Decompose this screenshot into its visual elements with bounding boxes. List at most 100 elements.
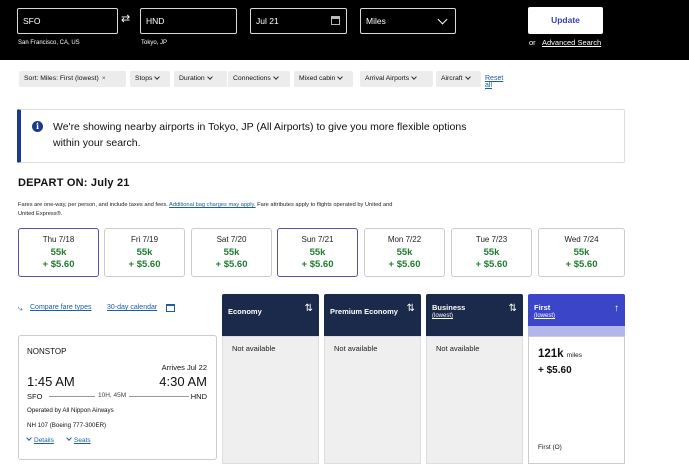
- selected-band: [528, 326, 625, 336]
- sort-icon[interactable]: ⇅: [304, 303, 313, 314]
- mixed-cabin-filter[interactable]: Mixed cabin: [294, 71, 353, 87]
- fare-type-select[interactable]: Miles: [360, 8, 456, 34]
- date-tab-day: Fri 7/19: [130, 235, 159, 244]
- chevron-down-icon: [206, 74, 213, 80]
- date-tab[interactable]: Tue 7/23 55k + $5.60: [451, 228, 532, 277]
- calendar-30-day-link[interactable]: 30-day calendar: [107, 304, 158, 311]
- date-tab-day: Thu 7/18: [42, 235, 75, 244]
- destination-field[interactable]: HND: [140, 8, 237, 34]
- date-tab[interactable]: Sun 7/21 55k + $5.60: [277, 228, 358, 277]
- banner-text: We're showing nearby airports in Tokyo, …: [53, 121, 467, 149]
- cabin-header-sub: (lowest): [432, 313, 454, 319]
- cabin-header-sub: (lowest): [534, 313, 556, 319]
- mixed-cabin-filter-label: Mixed cabin: [299, 75, 336, 82]
- seat-icon: ⤷: [18, 304, 23, 313]
- date-tab-miles: 55k: [50, 247, 67, 258]
- date-tab[interactable]: Fri 7/19 55k + $5.60: [104, 228, 185, 277]
- connections-filter-label: Connections: [233, 75, 271, 82]
- info-icon: i: [32, 121, 43, 132]
- chevron-down-icon: [437, 14, 448, 25]
- cabin-header-first[interactable]: First (lowest) ↑: [528, 294, 625, 336]
- origin-value: SFO: [23, 16, 41, 26]
- sort-up-icon[interactable]: ↑: [614, 303, 619, 314]
- cabin-header-business[interactable]: Business (lowest) ⇅: [426, 294, 523, 336]
- seats-link[interactable]: Seats: [66, 435, 91, 444]
- operated-by: Operated by All Nippon Airways: [27, 407, 114, 414]
- fare-cell-premium: Not available: [324, 336, 421, 464]
- sort-icon[interactable]: ⇅: [406, 303, 415, 314]
- date-tab[interactable]: Thu 7/18 55k + $5.60: [18, 228, 99, 277]
- destination-value: HND: [146, 16, 165, 26]
- fare-class: First (O): [538, 444, 562, 451]
- date-tab[interactable]: Mon 7/22 55k + $5.60: [364, 228, 445, 277]
- update-button[interactable]: Update: [528, 7, 603, 34]
- date-tab-day: Wed 7/24: [564, 235, 599, 244]
- cabin-header-label: Business: [432, 303, 466, 312]
- date-tab-price: + $5.60: [475, 259, 508, 270]
- calendar-icon: [331, 16, 340, 25]
- first-miles-unit: miles: [566, 352, 582, 359]
- cabin-header-premium[interactable]: Premium Economy ⇅: [324, 294, 421, 336]
- origin-code: SFO: [27, 392, 43, 401]
- close-icon[interactable]: ×: [101, 75, 106, 82]
- fare-note-suffix: Fare attributes apply to flights operate…: [18, 202, 393, 217]
- calendar-icon[interactable]: [166, 304, 175, 312]
- date-tab-price: + $5.60: [215, 259, 248, 270]
- date-field[interactable]: Jul 21: [250, 8, 347, 34]
- compare-fare-types-link[interactable]: Compare fare types: [30, 304, 92, 311]
- nearby-airports-banner: i We're showing nearby airports in Tokyo…: [17, 109, 625, 163]
- date-tab-price: + $5.60: [388, 259, 421, 270]
- date-tab-miles: 55k: [483, 247, 500, 258]
- search-bar: SFO San Francisco, CA, US ⇄ HND Tokyo, J…: [0, 0, 689, 60]
- chevron-down-icon: [26, 435, 32, 441]
- duration-filter-label: Duration: [179, 75, 205, 82]
- duration-line: 10H, 45M: [49, 392, 189, 401]
- cabin-header-label: Economy: [228, 307, 262, 316]
- date-tab-price: + $5.60: [128, 259, 161, 270]
- advanced-search-link[interactable]: Advanced Search: [542, 38, 602, 47]
- chevron-down-icon: [464, 74, 471, 80]
- fare-cell-first[interactable]: 121k miles + $5.60 First (O): [528, 336, 625, 464]
- seats-label: Seats: [74, 437, 91, 444]
- date-tab-day: Sat 7/20: [216, 235, 247, 244]
- date-tab-miles: 55k: [223, 247, 240, 258]
- not-available-label: Not available: [232, 344, 276, 353]
- duration-filter[interactable]: Duration: [174, 71, 227, 87]
- details-link[interactable]: Details: [26, 435, 54, 444]
- cabin-header-economy[interactable]: Economy ⇅: [222, 294, 319, 336]
- date-value: Jul 21: [256, 16, 279, 26]
- cabin-header-label: First: [534, 303, 551, 312]
- arrival-airports-filter-label: Arrival Airports: [365, 75, 410, 82]
- origin-city: San Francisco, CA, US: [18, 40, 80, 46]
- sort-chip[interactable]: Sort: Miles: First (lowest) ×: [19, 71, 126, 87]
- aircraft-filter[interactable]: Aircraft: [436, 71, 481, 87]
- origin-field[interactable]: SFO: [17, 8, 118, 34]
- fare-type-value: Miles: [366, 16, 386, 26]
- arrival-airports-filter[interactable]: Arrival Airports: [360, 71, 433, 87]
- connections-filter[interactable]: Connections: [228, 71, 290, 87]
- date-tab-day: Sun 7/21: [301, 235, 334, 244]
- date-tab-miles: 55k: [573, 247, 590, 258]
- stops-filter[interactable]: Stops: [130, 71, 170, 87]
- duration-label: 10H, 45M: [95, 392, 130, 399]
- stops-label: NONSTOP: [27, 347, 67, 356]
- chevron-down-icon: [337, 74, 344, 80]
- date-tab-price: + $5.60: [301, 259, 334, 270]
- sort-icon[interactable]: ⇅: [508, 303, 517, 314]
- bag-charges-link[interactable]: Additional bag charges may apply.: [169, 202, 256, 208]
- date-tab[interactable]: Wed 7/24 55k + $5.60: [538, 228, 625, 277]
- date-tab-miles: 55k: [136, 247, 153, 258]
- depart-time: 1:45 AM: [27, 374, 75, 389]
- reset-all-link[interactable]: Reset all: [485, 75, 504, 89]
- swap-icon[interactable]: ⇄: [121, 13, 131, 25]
- date-tab[interactable]: Sat 7/20 55k + $5.60: [191, 228, 272, 277]
- date-tab-day: Tue 7/23: [475, 235, 508, 244]
- date-tab-price: + $5.60: [42, 259, 75, 270]
- or-label: or: [529, 38, 536, 47]
- chevron-down-icon: [66, 435, 72, 441]
- first-miles: 121k miles: [538, 348, 582, 360]
- date-tab-miles: 55k: [309, 247, 326, 258]
- not-available-label: Not available: [334, 344, 378, 353]
- arrives-label: Arrives Jul 22: [161, 363, 207, 372]
- stops-filter-label: Stops: [135, 75, 153, 82]
